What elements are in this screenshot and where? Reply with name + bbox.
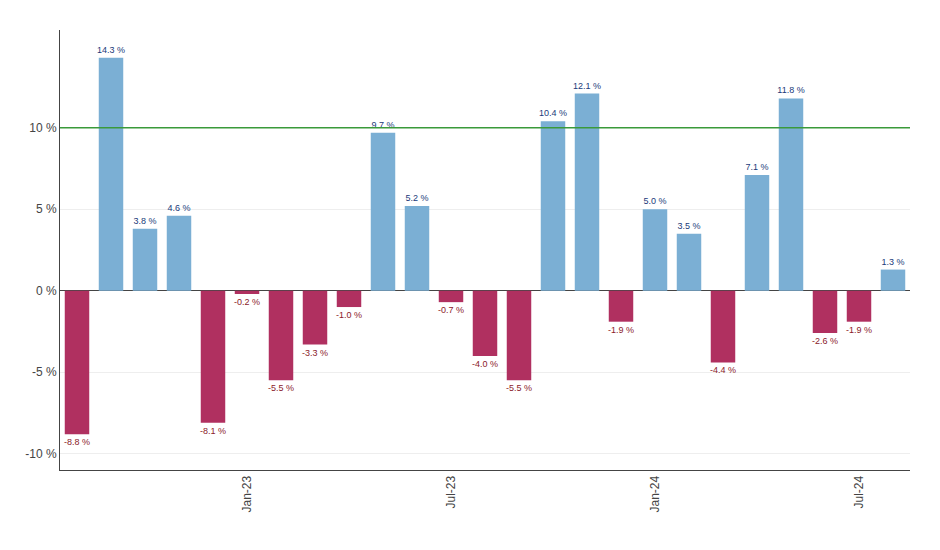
svg-text:-8.1 %: -8.1 % <box>200 426 226 436</box>
svg-text:-5 %: -5 % <box>32 365 57 379</box>
svg-text:5.2 %: 5.2 % <box>405 193 428 203</box>
svg-text:-3.3 %: -3.3 % <box>302 348 328 358</box>
svg-text:Jul-24: Jul-24 <box>852 475 866 508</box>
svg-text:4.6 %: 4.6 % <box>167 203 190 213</box>
svg-text:3.8 %: 3.8 % <box>133 216 156 226</box>
svg-text:1.3 %: 1.3 % <box>881 257 904 267</box>
svg-text:10.4 %: 10.4 % <box>539 108 567 118</box>
svg-text:Jan-24: Jan-24 <box>648 475 662 512</box>
svg-text:-0.7 %: -0.7 % <box>438 305 464 315</box>
svg-text:3.5 %: 3.5 % <box>677 221 700 231</box>
svg-text:-2.6 %: -2.6 % <box>812 336 838 346</box>
svg-text:-1.9 %: -1.9 % <box>846 325 872 335</box>
svg-text:Jan-23: Jan-23 <box>240 475 254 512</box>
svg-text:-5.5 %: -5.5 % <box>268 383 294 393</box>
svg-text:7.1 %: 7.1 % <box>745 162 768 172</box>
svg-text:11.8 %: 11.8 % <box>777 85 804 95</box>
svg-text:-10 %: -10 % <box>25 447 57 461</box>
svg-text:Jul-23: Jul-23 <box>444 475 458 508</box>
svg-text:0 %: 0 % <box>36 284 57 298</box>
svg-text:-1.0 %: -1.0 % <box>336 310 362 320</box>
svg-text:5.0 %: 5.0 % <box>643 196 666 206</box>
svg-text:-0.2 %: -0.2 % <box>234 297 260 307</box>
svg-text:-4.4 %: -4.4 % <box>710 365 736 375</box>
svg-text:-8.8 %: -8.8 % <box>64 437 90 447</box>
svg-text:5 %: 5 % <box>36 202 57 216</box>
svg-text:10 %: 10 % <box>29 121 57 135</box>
svg-text:9.7 %: 9.7 % <box>371 120 394 130</box>
svg-text:14.3 %: 14.3 % <box>97 45 125 55</box>
svg-text:-5.5 %: -5.5 % <box>506 383 532 393</box>
svg-text:12.1 %: 12.1 % <box>573 81 601 91</box>
svg-text:-1.9 %: -1.9 % <box>608 325 634 335</box>
svg-text:-4.0 %: -4.0 % <box>472 359 498 369</box>
